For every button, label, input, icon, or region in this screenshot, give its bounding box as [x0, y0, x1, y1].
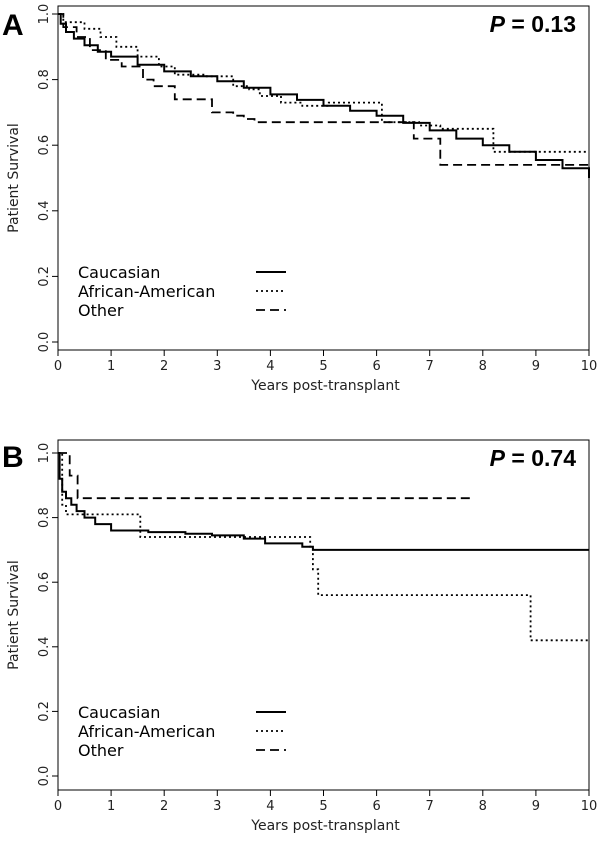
series-line-other-a	[58, 13, 589, 166]
x-tick-label-a: 10	[581, 359, 598, 374]
series-line-caucasian-b	[58, 452, 589, 551]
y-tick-label-b: 0.0	[37, 766, 52, 787]
y-tick-label-a: 0.8	[37, 69, 52, 90]
x-tick-label-b: 8	[479, 799, 487, 814]
y-tick-label-a: 0.4	[37, 200, 52, 221]
y-tick-label-b: 0.4	[37, 636, 52, 657]
legend-label-a: Other	[78, 301, 124, 320]
series-line-african-american-a	[58, 13, 589, 153]
x-tick-label-a: 3	[213, 359, 221, 374]
pvalue-a: P = 0.13	[490, 11, 576, 37]
x-tick-label-b: 6	[372, 799, 380, 814]
x-tick-label-a: 5	[319, 359, 327, 374]
y-tick-label-b: 0.8	[37, 507, 52, 528]
axes-b: 0 1 2 3 4 5 6 7 8 9 10 0.0 0.2 0.4 0.6 0.8 1.0 Years post…	[6, 443, 597, 834]
x-tick-label-b: 3	[213, 799, 221, 814]
x-tick-label-b: 0	[54, 799, 62, 814]
y-tick-label-a: 0.6	[37, 135, 52, 156]
series-line-caucasian-a	[58, 13, 590, 178]
y-tick-label-a: 0.0	[37, 332, 52, 353]
y-tick-label-b: 0.2	[37, 701, 52, 722]
x-tick-label-b: 7	[426, 799, 434, 814]
x-tick-label-a: 0	[54, 359, 62, 374]
panel-a: A P = 0.13 0 1 2 3 4 5 6 7 8 9 10 0.0 0.2 0.4 0.6 0.8 1.…	[2, 4, 597, 394]
y-tick-label-b: 0.6	[37, 572, 52, 593]
panel-letter-a: A	[2, 9, 24, 42]
pvalue-b: P = 0.74	[490, 445, 577, 471]
legend-label-b: African-American	[78, 722, 215, 741]
x-tick-label-b: 10	[581, 799, 598, 814]
legend-label-a: African-American	[78, 282, 215, 301]
y-axis-title-b: Patient Survival	[6, 560, 22, 670]
x-tick-label-b: 9	[532, 799, 540, 814]
legend-label-b: Other	[78, 741, 124, 760]
axes-a: 0 1 2 3 4 5 6 7 8 9 10 0.0 0.2 0.4 0.6 0.8 1.0 Years post…	[6, 4, 597, 394]
x-tick-label-a: 4	[266, 359, 274, 374]
x-axis-title-b: Years post-transplant	[250, 818, 400, 834]
x-tick-label-b: 1	[107, 799, 115, 814]
panel-b: B P = 0.74 0 1 2 3 4 5 6 7 8 9 10 0.0 0.2 0.4 0.6 0.8 1.…	[2, 439, 597, 834]
x-tick-label-a: 9	[532, 359, 540, 374]
y-axis-title-a: Patient Survival	[6, 123, 22, 233]
series-line-african-american-b	[58, 452, 589, 642]
x-tick-label-a: 8	[479, 359, 487, 374]
y-tick-label-b: 1.0	[37, 443, 52, 464]
x-tick-label-a: 2	[160, 359, 168, 374]
x-tick-label-b: 4	[266, 799, 274, 814]
x-tick-label-a: 6	[372, 359, 380, 374]
x-tick-label-a: 1	[107, 359, 115, 374]
x-tick-label-b: 5	[319, 799, 327, 814]
series-layer-b	[58, 452, 589, 642]
panel-letter-b: B	[2, 441, 24, 474]
series-layer-a	[58, 13, 590, 178]
y-tick-label-a: 1.0	[37, 4, 52, 25]
series-line-other-b	[58, 452, 475, 500]
x-tick-label-b: 2	[160, 799, 168, 814]
y-tick-label-a: 0.2	[37, 266, 52, 287]
legend-label-b: Caucasian	[78, 703, 160, 722]
legend-label-a: Caucasian	[78, 263, 160, 282]
x-tick-label-a: 7	[426, 359, 434, 374]
x-axis-title-a: Years post-transplant	[250, 378, 400, 394]
